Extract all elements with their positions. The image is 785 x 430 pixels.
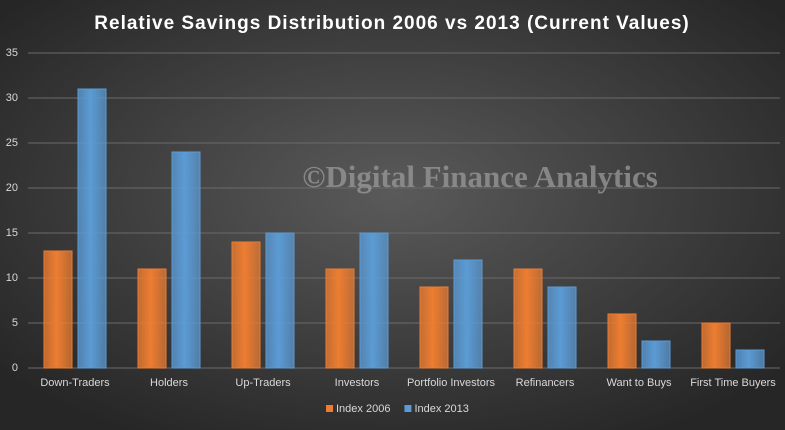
y-tick-label: 25 xyxy=(6,137,18,149)
x-tick-label: Want to Buys xyxy=(606,377,672,389)
bar xyxy=(231,241,261,369)
bar xyxy=(607,313,637,369)
x-tick-label: Down-Traders xyxy=(40,377,110,389)
x-tick-label: Holders xyxy=(150,377,188,389)
bar xyxy=(359,232,389,369)
y-tick-label: 20 xyxy=(6,182,18,194)
x-tick-label: Portfolio Investors xyxy=(407,377,496,389)
y-tick-label: 35 xyxy=(6,47,18,59)
bar xyxy=(419,286,449,369)
legend-label: Index 2006 xyxy=(336,403,390,415)
chart-title: Relative Savings Distribution 2006 vs 20… xyxy=(94,13,689,34)
x-tick-label: First Time Buyers xyxy=(690,377,776,389)
y-tick-label: 15 xyxy=(6,227,18,239)
bar xyxy=(641,340,671,369)
bar xyxy=(137,268,167,369)
x-tick-label: Investors xyxy=(335,377,380,389)
y-tick-label: 0 xyxy=(12,362,18,374)
bar xyxy=(325,268,355,369)
bar xyxy=(701,322,731,369)
legend-swatch xyxy=(326,405,333,412)
legend-swatch xyxy=(404,405,412,412)
bar xyxy=(171,151,201,369)
bar xyxy=(547,286,577,369)
x-tick-label: Refinancers xyxy=(516,377,575,389)
y-tick-label: 30 xyxy=(6,92,18,104)
y-tick-label: 5 xyxy=(12,317,18,329)
watermark: ©Digital Finance Analytics xyxy=(302,159,658,194)
bar xyxy=(43,250,73,369)
y-tick-label: 10 xyxy=(6,272,18,284)
bar xyxy=(265,232,295,369)
bar xyxy=(77,88,107,369)
bar xyxy=(513,268,543,369)
x-tick-label: Up-Traders xyxy=(235,377,291,389)
legend-label: Index 2013 xyxy=(414,403,468,415)
bar xyxy=(453,259,483,369)
bar xyxy=(735,349,765,369)
